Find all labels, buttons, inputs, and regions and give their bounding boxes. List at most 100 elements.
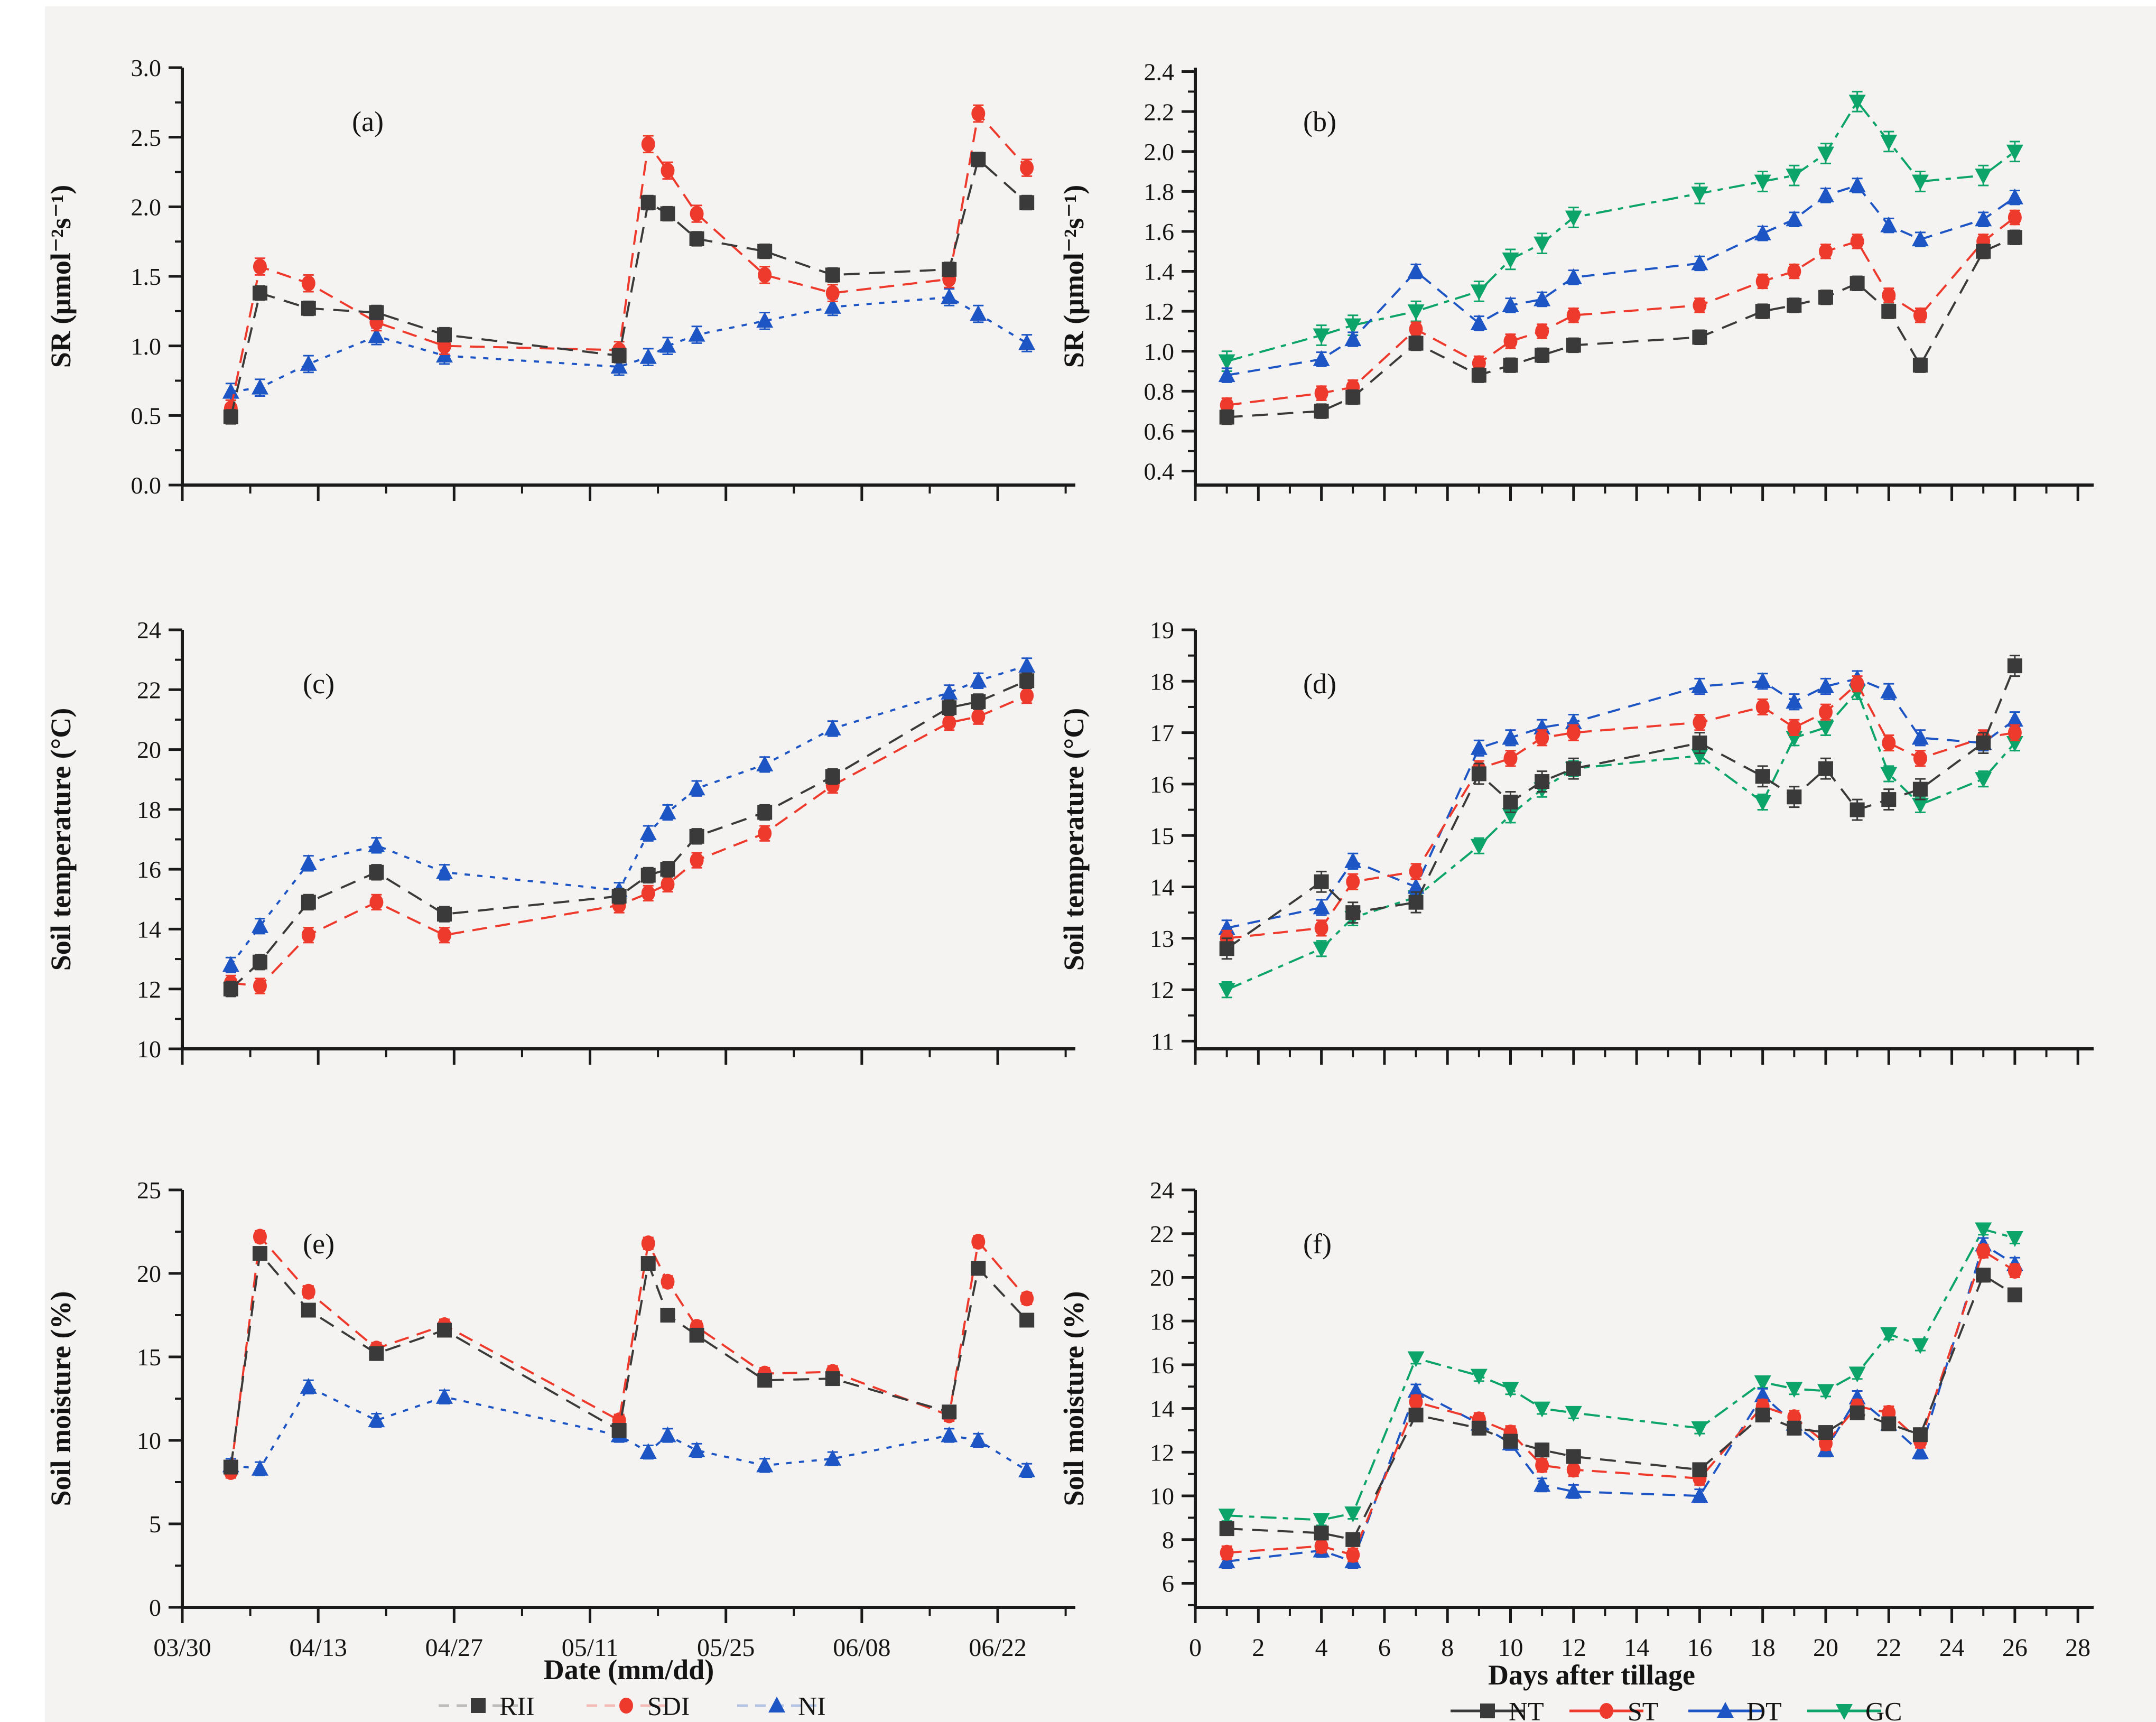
- legend-label-NI: NI: [798, 1691, 826, 1721]
- series-NI-line: [230, 1385, 1028, 1472]
- x-tick-label: 6: [1378, 1634, 1391, 1662]
- ST-marker: [1850, 676, 1864, 692]
- NT-marker: [2007, 1287, 2022, 1302]
- panel-b: 0.4 0.6 0.8 1.0 1.2 1.4 1.6 1.8 2.0 2.2 2.4 SR (μmo…: [1058, 59, 2094, 501]
- SDI-marker: [253, 258, 267, 275]
- y-tick-label: 2.4: [1144, 59, 1175, 86]
- NT-marker: [2007, 230, 2022, 245]
- y-ticks-c: 10 12 14 16 18 20 22 24: [137, 617, 182, 1063]
- RII-marker: [611, 1423, 627, 1438]
- GC-marker: [1344, 1506, 1362, 1523]
- panel-c: 10 12 14 16 18 20 22 24 Soil temperature (°C) (c): [45, 617, 1075, 1065]
- NT-marker: [1345, 1532, 1361, 1547]
- NT-marker: [1219, 941, 1234, 956]
- ST-marker: [1503, 750, 1518, 767]
- NT-marker: [1787, 789, 1802, 805]
- ST-marker: [1346, 1547, 1360, 1563]
- GC-marker: [1911, 797, 1929, 814]
- NI-marker: [1018, 334, 1036, 350]
- DT-marker: [1911, 230, 1929, 247]
- SDI-marker: [641, 1235, 655, 1252]
- SDI-marker: [661, 162, 675, 179]
- GC-marker: [1407, 304, 1425, 321]
- NI-marker: [610, 358, 628, 374]
- NT-marker: [1503, 358, 1518, 373]
- GC-marker: [1786, 169, 1803, 185]
- NT-marker: [1219, 1521, 1234, 1537]
- GC-marker: [1502, 1382, 1519, 1398]
- series-RII-line: [229, 157, 1028, 417]
- RII-marker: [942, 1404, 957, 1420]
- RII-marker: [640, 1256, 656, 1271]
- NT-marker: [1755, 769, 1770, 784]
- y-tick-label: 14: [1150, 1395, 1174, 1422]
- NI-marker: [824, 719, 841, 736]
- y-tick-label: 1.8: [1144, 178, 1175, 205]
- DT-marker: [1534, 290, 1551, 306]
- RII-marker: [971, 1261, 986, 1276]
- series-DT-line: [1226, 677, 2016, 929]
- DT-marker: [1848, 176, 1866, 193]
- GC-marker: [1218, 1509, 1235, 1525]
- NI-marker: [300, 1377, 317, 1394]
- DT-marker: [1218, 366, 1235, 383]
- y-tick-label: 16: [1150, 1352, 1174, 1379]
- RII-marker: [971, 694, 986, 709]
- SDI-marker: [690, 206, 704, 222]
- NT-marker: [1912, 358, 1928, 373]
- SDI-marker: [1020, 160, 1034, 176]
- SDI-marker: [301, 1283, 315, 1300]
- NT-marker: [1881, 1416, 1897, 1431]
- legend-label-DT: DT: [1746, 1697, 1782, 1722]
- y-tick-label: 22: [137, 676, 161, 703]
- NI-marker: [300, 355, 317, 371]
- y-tick-label: 10: [137, 1036, 161, 1063]
- NT-marker: [1503, 1434, 1518, 1449]
- NI-marker: [639, 1443, 657, 1459]
- x-tick-label: 2: [1252, 1634, 1265, 1662]
- x-tick-label: 06/22: [969, 1634, 1026, 1662]
- legend-label-GC: GC: [1865, 1697, 1902, 1722]
- NI-marker: [970, 1431, 987, 1447]
- y-tick-label: 13: [1150, 925, 1174, 952]
- NT-marker: [1314, 404, 1329, 419]
- DT-marker: [1407, 1382, 1425, 1398]
- y-tick-label: 19: [1150, 617, 1174, 644]
- NT-marker: [1314, 874, 1329, 889]
- SDI-legend-marker: [619, 1698, 633, 1714]
- series-DT-line: [1226, 1243, 2015, 1563]
- NI-marker: [756, 312, 774, 328]
- panel-d: 11 12 13 14 15 16 17 18 19 Soil temperature (°C) (…: [1058, 617, 2094, 1065]
- legend-item-NI: NI: [737, 1691, 826, 1721]
- x-tick-label: 24: [1939, 1634, 1965, 1662]
- NT-marker: [1535, 774, 1550, 789]
- SDI-marker: [825, 285, 840, 301]
- y-tick-label: 0.5: [131, 402, 162, 429]
- series-ST-line: [1226, 682, 2015, 939]
- y-tick-label: 17: [1150, 720, 1174, 747]
- NT-marker: [1566, 1449, 1581, 1464]
- NI-marker: [824, 1449, 841, 1466]
- y-tick-label: 2.5: [131, 124, 162, 151]
- y-ticks-d: 11 12 13 14 15 16 17 18 19: [1150, 617, 1195, 1055]
- GC-marker: [1313, 1513, 1330, 1529]
- series-SDI-line: [229, 111, 1028, 409]
- series-NI-a: [222, 288, 1036, 401]
- y-tick-label: 2.2: [1144, 98, 1175, 125]
- y-tick-label: 22: [1150, 1221, 1174, 1248]
- y-tick-label: 1.0: [1144, 338, 1175, 365]
- SDI-marker: [641, 136, 655, 152]
- SDI-marker: [253, 1228, 267, 1245]
- NI-marker: [251, 1459, 268, 1476]
- GC-marker: [1880, 767, 1898, 783]
- NT-marker: [1755, 1408, 1770, 1423]
- NT-marker: [1408, 336, 1424, 351]
- DT-marker: [1502, 296, 1519, 312]
- legend-item-ST: ST: [1569, 1697, 1658, 1722]
- NT-marker: [1471, 766, 1486, 781]
- series-RII-c: [223, 672, 1035, 998]
- x-tick-label: 12: [1561, 1634, 1586, 1662]
- GC-marker: [1975, 169, 1992, 185]
- NI-marker: [639, 824, 657, 841]
